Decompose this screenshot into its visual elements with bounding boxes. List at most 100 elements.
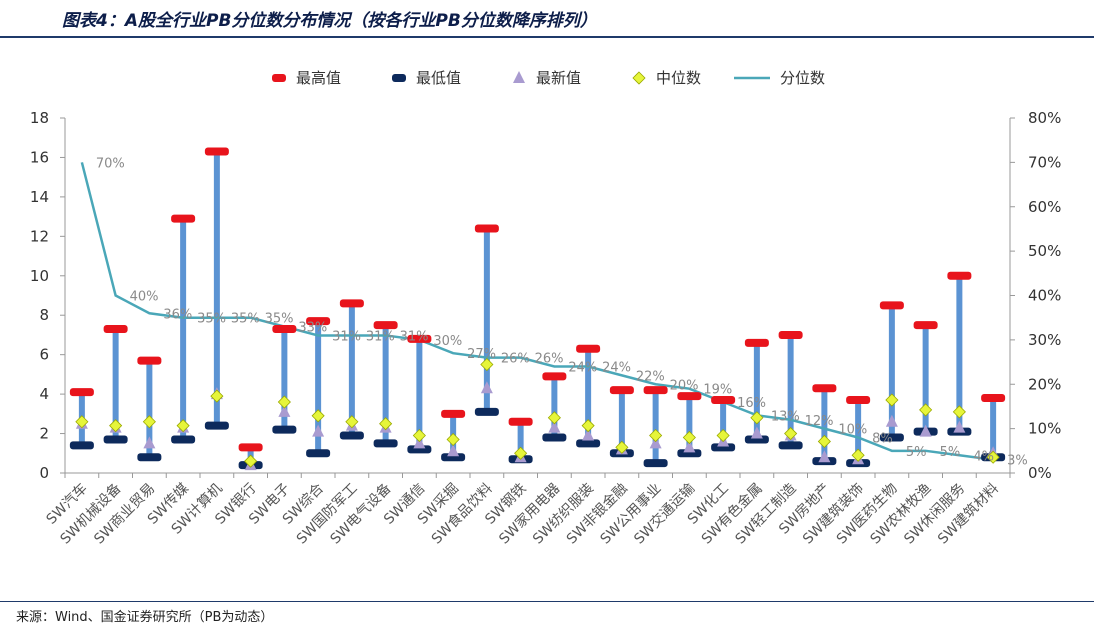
median-marker [817, 434, 831, 449]
axes: 0 2 4 6 8 10 12 14 16 18 0% 10% 20% 30% 40% 50% 60% 70% 80… [30, 109, 1061, 482]
pb-percentile-chart: 最高值 最低值 最新值 中位数 分位数 0 2 4 6 8 10 12 14 16 18 0% 10% 20% 3… [30, 69, 1061, 548]
median-marker [379, 417, 393, 431]
min-marker [171, 435, 196, 444]
percentile-label: 31% [366, 329, 395, 344]
y-right-tick-label: 50% [1028, 242, 1061, 260]
latest-marker [818, 450, 831, 463]
legend-label: 最低值 [416, 69, 461, 87]
min-marker [103, 435, 128, 444]
max-marker [204, 147, 229, 156]
median-marker [345, 415, 359, 429]
percentile-label: 27% [467, 347, 496, 362]
max-marker [339, 299, 364, 308]
median-marker [176, 419, 190, 433]
median-marker [851, 448, 865, 462]
page-title: 图表4：A股全行业PB分位数分布情况（按各行业PB分位数降序排列） [62, 11, 597, 31]
median-marker [210, 389, 224, 403]
y-left-tick-label: 2 [39, 425, 49, 443]
median-marker [716, 428, 730, 443]
percentile-label: 31% [400, 329, 429, 344]
median-marker [615, 440, 629, 454]
percentile-label: 35% [231, 312, 260, 327]
min-marker [339, 431, 364, 440]
max-marker [711, 396, 736, 405]
max-marker [238, 443, 263, 452]
latest-marker [582, 428, 595, 441]
percentile-label: 30% [433, 334, 462, 349]
latest-marker [649, 436, 662, 449]
y-right-tick-label: 80% [1028, 109, 1061, 127]
percentile-label: 22% [636, 369, 665, 384]
median-marker [919, 403, 933, 417]
min-marker [69, 441, 94, 450]
max-marker [407, 334, 432, 343]
legend-label: 分位数 [780, 69, 825, 87]
max-marker [69, 388, 94, 397]
percentile-label: 70% [96, 156, 125, 171]
latest-marker [750, 426, 763, 439]
y-right-tick-label: 70% [1028, 153, 1061, 171]
median-marker [514, 446, 528, 460]
latest-marker [885, 414, 898, 427]
y-left-tick-label: 12 [30, 227, 49, 245]
max-marker [846, 396, 871, 405]
max-marker [542, 372, 567, 381]
y-left-tick-label: 8 [39, 306, 49, 324]
legend-label: 最新值 [536, 69, 581, 87]
min-marker [879, 433, 904, 442]
latest-marker [953, 420, 966, 433]
median-marker [244, 454, 258, 468]
percentile-label: 4% [973, 449, 994, 464]
range-bars [78, 151, 997, 466]
percentile-label: 16% [737, 396, 766, 411]
max-marker [576, 344, 601, 353]
legend-median-swatch [632, 71, 646, 85]
median-marker [986, 450, 1000, 464]
percentile-line [80, 162, 994, 461]
median-marker [750, 411, 764, 425]
median-marker [109, 419, 123, 433]
latest-marker [447, 444, 460, 457]
min-marker [711, 443, 736, 452]
latest-marker [480, 381, 493, 394]
min-marker [474, 407, 499, 416]
percentile-label: 36% [163, 307, 192, 322]
max-marker [609, 386, 634, 395]
median-marker [480, 357, 494, 372]
legend-latest-swatch [513, 71, 525, 83]
min-marker [576, 439, 601, 448]
max-marker [913, 321, 938, 330]
y-left-tick-label: 0 [39, 464, 49, 482]
max-marker [778, 330, 803, 339]
y-left-tick-label: 14 [30, 188, 49, 206]
median-marker [446, 432, 460, 447]
latest-marker [278, 404, 291, 417]
min-marker [542, 433, 567, 442]
min-marker [204, 421, 229, 430]
percentile-label: 20% [670, 378, 699, 393]
legend-max-swatch [272, 74, 286, 82]
min-marker [643, 459, 668, 468]
min-marker [407, 445, 432, 454]
percentile-label: 8% [872, 432, 893, 447]
median-marker [649, 428, 663, 443]
median-marker [682, 430, 696, 445]
y-right-tick-label: 40% [1028, 287, 1061, 305]
percentile-label: 24% [602, 361, 631, 376]
min-marker [272, 425, 297, 434]
max-marker [744, 338, 769, 347]
percentile-labels: 70% 40% 36% 35% 35% 35% 33% 31% 31% 31% 30% 27% 26% 2… [96, 156, 1028, 468]
max-marker [508, 417, 533, 426]
median-marker [885, 393, 899, 407]
latest-marker [919, 424, 932, 437]
latest-marker [312, 424, 325, 437]
median-marker [142, 415, 156, 429]
max-marker [879, 301, 904, 310]
median-marker [277, 395, 291, 409]
max-marker [643, 386, 668, 395]
min-marker [778, 441, 803, 450]
max-marker [677, 392, 702, 401]
max-marker [474, 224, 499, 233]
title-divider [0, 36, 1094, 38]
y-right-tick-label: 20% [1028, 375, 1061, 393]
